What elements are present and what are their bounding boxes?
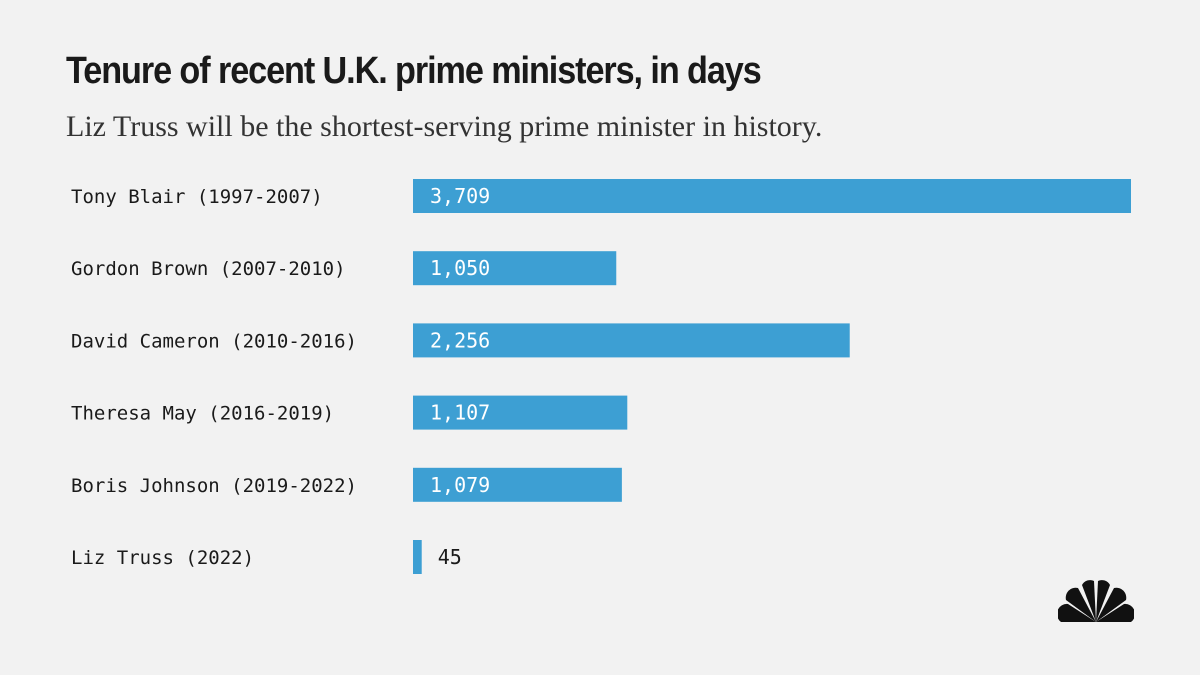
bar [413, 323, 850, 358]
category-label: Boris Johnson (2019-2022) [71, 475, 357, 497]
value-label: 2,256 [430, 328, 490, 352]
value-label: 45 [438, 545, 462, 569]
value-label: 1,079 [430, 473, 490, 497]
category-label: David Cameron (2010-2016) [71, 330, 357, 352]
bar [413, 179, 1131, 213]
value-label: 1,107 [430, 401, 490, 425]
value-label: 1,050 [430, 256, 490, 280]
bar [413, 395, 628, 430]
chart-title: Tenure of recent U.K. prime ministers, i… [66, 50, 762, 92]
chart-subtitle: Liz Truss will be the shortest-serving p… [66, 110, 823, 143]
category-label: Tony Blair (1997-2007) [71, 186, 323, 208]
category-label: Gordon Brown (2007-2010) [71, 258, 346, 280]
bar [413, 251, 617, 286]
category-label: Theresa May (2016-2019) [71, 403, 334, 425]
bar [413, 540, 422, 574]
peacock-logo-icon [1058, 580, 1134, 622]
bar [413, 467, 622, 502]
value-label: 3,709 [430, 184, 490, 208]
category-label: Liz Truss (2022) [71, 547, 254, 569]
